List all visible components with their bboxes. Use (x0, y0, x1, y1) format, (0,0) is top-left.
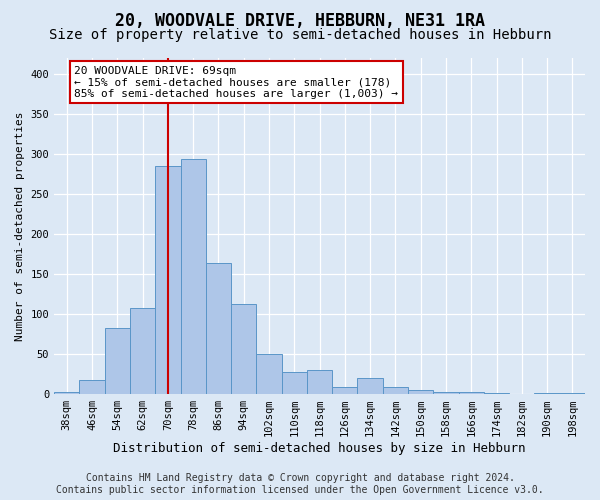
Bar (383, 387, 408, 394)
Bar (408, 390, 433, 394)
Text: 20, WOODVALE DRIVE, HEBBURN, NE31 1RA: 20, WOODVALE DRIVE, HEBBURN, NE31 1RA (115, 12, 485, 30)
Bar (130, 308, 155, 394)
Bar (54, 392, 79, 394)
Bar (458, 392, 484, 394)
Bar (433, 392, 458, 394)
Y-axis label: Number of semi-detached properties: Number of semi-detached properties (15, 111, 25, 340)
Bar (231, 304, 256, 394)
Bar (105, 328, 130, 394)
Bar (206, 264, 231, 394)
Bar (281, 372, 307, 394)
Text: Contains HM Land Registry data © Crown copyright and database right 2024.
Contai: Contains HM Land Registry data © Crown c… (56, 474, 544, 495)
Bar (256, 354, 281, 394)
Bar (79, 380, 105, 394)
Text: 20 WOODVALE DRIVE: 69sqm
← 15% of semi-detached houses are smaller (178)
85% of : 20 WOODVALE DRIVE: 69sqm ← 15% of semi-d… (74, 66, 398, 98)
Text: Size of property relative to semi-detached houses in Hebburn: Size of property relative to semi-detach… (49, 28, 551, 42)
Bar (181, 160, 206, 394)
Bar (307, 370, 332, 394)
Bar (358, 378, 383, 394)
Bar (155, 166, 181, 394)
Bar (332, 387, 358, 394)
X-axis label: Distribution of semi-detached houses by size in Hebburn: Distribution of semi-detached houses by … (113, 442, 526, 455)
